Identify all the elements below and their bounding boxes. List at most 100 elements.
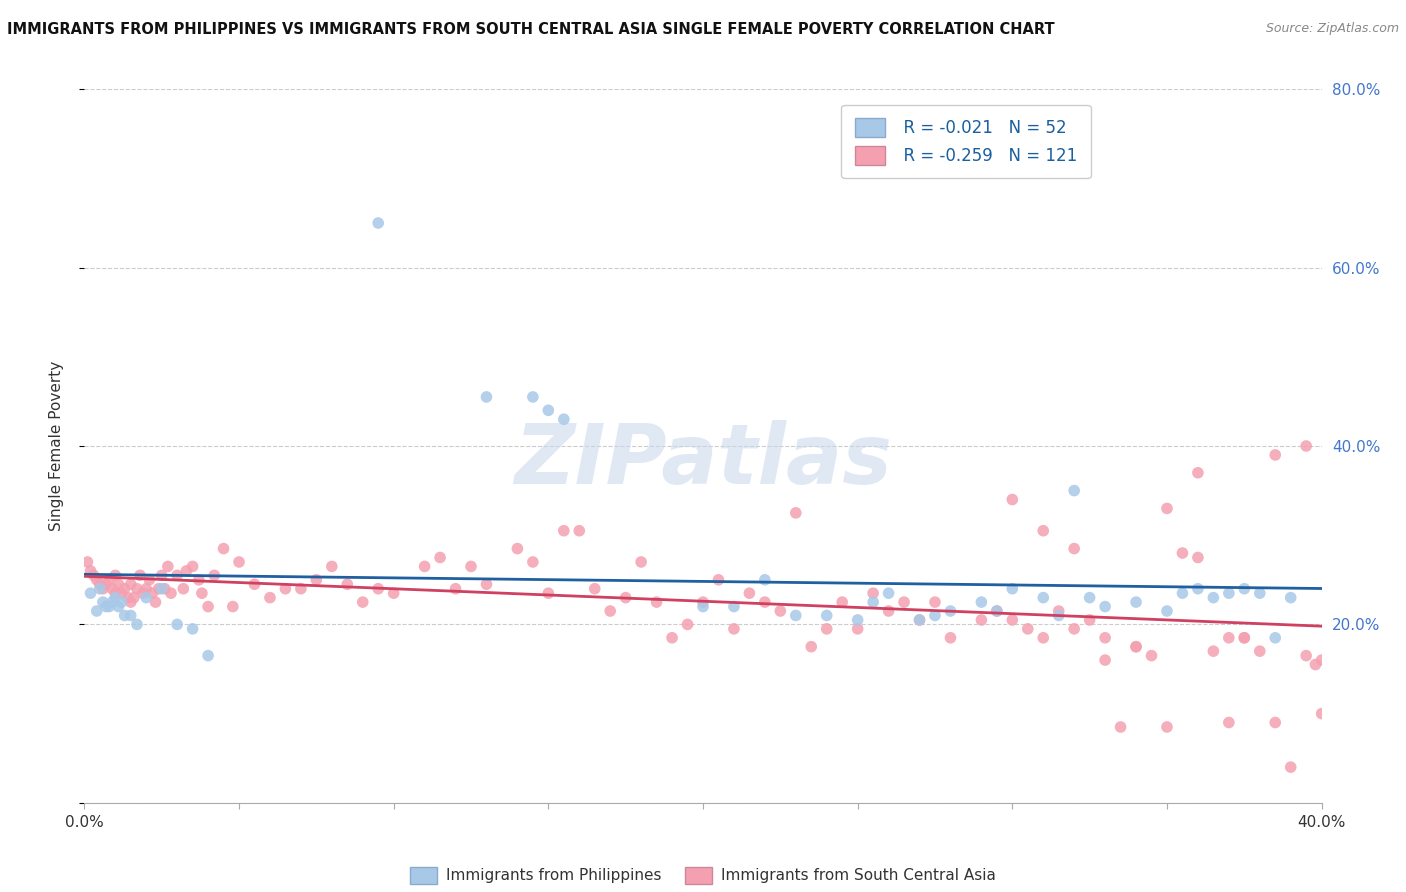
Point (970, 595, 993, 609)
Point (800, 640, 823, 654)
Point (877, 604, 900, 618)
Point (1063, 622, 1085, 636)
Point (599, 604, 621, 618)
Point (1001, 492, 1024, 507)
Point (1094, 653, 1116, 667)
Point (104, 568, 127, 582)
Point (908, 613, 931, 627)
Point (522, 555, 544, 569)
Point (1032, 591, 1054, 605)
Point (754, 573, 776, 587)
Point (1249, 586, 1271, 600)
Point (187, 573, 209, 587)
Point (367, 216, 389, 230)
Point (1078, 613, 1101, 627)
Point (723, 599, 745, 614)
Point (367, 582, 389, 596)
Point (290, 582, 312, 596)
Point (1202, 644, 1225, 658)
Point (614, 591, 637, 605)
Point (1218, 631, 1240, 645)
Point (110, 586, 132, 600)
Point (1187, 466, 1209, 480)
Point (846, 622, 869, 636)
Point (141, 586, 163, 600)
Point (352, 595, 374, 609)
Point (160, 586, 183, 600)
Point (815, 622, 838, 636)
Point (1264, 631, 1286, 645)
Point (98, 573, 121, 587)
Point (1218, 715, 1240, 730)
Point (1001, 613, 1024, 627)
Point (1279, 760, 1302, 774)
Point (692, 595, 714, 609)
Point (537, 403, 560, 417)
Point (86, 604, 108, 618)
Point (382, 586, 405, 600)
Point (908, 613, 931, 627)
Point (107, 577, 129, 591)
Point (924, 608, 946, 623)
Text: Source: ZipAtlas.com: Source: ZipAtlas.com (1265, 22, 1399, 36)
Point (568, 524, 591, 538)
Point (197, 599, 219, 614)
Point (707, 573, 730, 587)
Point (83, 568, 105, 582)
Legend: Immigrants from Philippines, Immigrants from South Central Asia: Immigrants from Philippines, Immigrants … (404, 861, 1002, 890)
Text: IMMIGRANTS FROM PHILIPPINES VS IMMIGRANTS FROM SOUTH CENTRAL ASIA SINGLE FEMALE : IMMIGRANTS FROM PHILIPPINES VS IMMIGRANT… (7, 22, 1054, 37)
Point (94, 577, 117, 591)
Point (259, 591, 281, 605)
Point (1233, 582, 1256, 596)
Point (120, 608, 142, 623)
Point (1187, 550, 1209, 565)
Point (1094, 599, 1116, 614)
Point (76, 555, 98, 569)
Point (79, 586, 101, 600)
Point (553, 524, 575, 538)
Point (156, 559, 179, 574)
Point (1078, 591, 1101, 605)
Point (815, 608, 838, 623)
Point (429, 550, 451, 565)
Point (138, 573, 160, 587)
Point (475, 577, 498, 591)
Point (150, 568, 173, 582)
Point (1125, 595, 1147, 609)
Point (129, 568, 152, 582)
Point (125, 582, 148, 596)
Point (939, 604, 962, 618)
Point (831, 595, 853, 609)
Point (537, 586, 560, 600)
Point (754, 595, 776, 609)
Point (939, 631, 962, 645)
Point (645, 595, 668, 609)
Point (630, 555, 652, 569)
Point (1156, 604, 1178, 618)
Point (91, 595, 114, 609)
Point (723, 622, 745, 636)
Point (110, 595, 132, 609)
Point (1295, 439, 1317, 453)
Point (769, 604, 792, 618)
Point (172, 582, 194, 596)
Point (148, 582, 170, 596)
Point (1249, 644, 1271, 658)
Point (122, 591, 145, 605)
Point (444, 582, 467, 596)
Point (181, 559, 204, 574)
Point (1310, 706, 1333, 721)
Point (506, 541, 529, 556)
Point (104, 591, 127, 605)
Point (202, 568, 225, 582)
Point (692, 599, 714, 614)
Point (114, 608, 136, 623)
Point (1063, 541, 1085, 556)
Point (89, 582, 111, 596)
Point (135, 582, 157, 596)
Point (893, 595, 915, 609)
Point (924, 595, 946, 609)
Point (1264, 448, 1286, 462)
Point (1305, 657, 1327, 672)
Point (862, 595, 884, 609)
